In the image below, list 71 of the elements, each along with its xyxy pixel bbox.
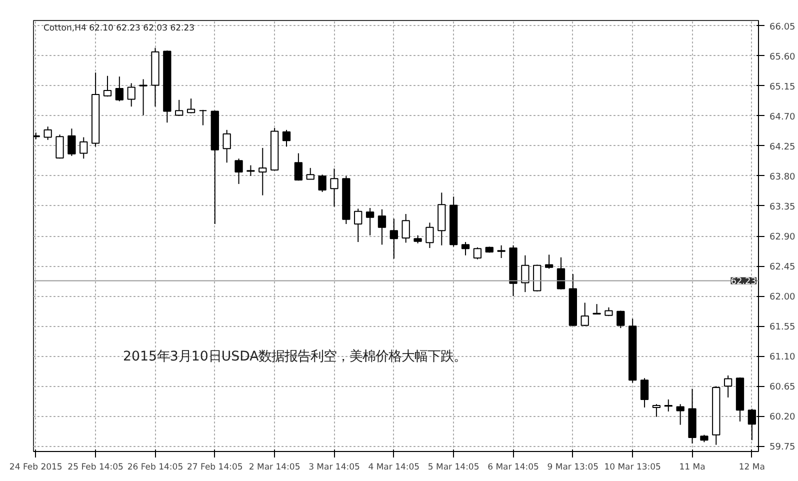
candlestick — [175, 99, 184, 116]
ref-line-label: 62.23 — [730, 277, 756, 288]
candlestick — [652, 404, 661, 418]
x-tick-label: 2 Mar 14:05 — [248, 462, 300, 472]
y-tick-label: 62.90 — [770, 232, 796, 242]
x-tick-label: 9 Mar 13:05 — [547, 462, 599, 472]
candlestick — [390, 218, 398, 260]
y-tick-label: 64.25 — [770, 142, 796, 152]
candlestick — [461, 242, 470, 256]
candlestick — [80, 136, 88, 160]
candlestick — [556, 256, 566, 290]
candlestick — [544, 254, 554, 270]
y-tick-label: 62.00 — [770, 292, 796, 303]
candlestick — [103, 75, 112, 98]
candlestick — [282, 129, 291, 148]
candlestick — [724, 374, 732, 398]
x-tick-label: 5 Mar 14:05 — [428, 462, 480, 472]
candlestick — [234, 158, 243, 184]
candlestick — [426, 222, 434, 249]
candlestick — [497, 244, 506, 259]
candlestick — [366, 207, 374, 236]
annotation: 2015年3月10日USDA数据报告利空，美棉价格大幅下跌。 — [123, 348, 467, 364]
y-tick-label: 61.10 — [770, 352, 796, 363]
y-tick-label: 61.55 — [770, 322, 796, 333]
x-tick-label: 25 Feb 14:05 — [68, 462, 124, 472]
y-tick-label: 65.60 — [770, 52, 796, 62]
candlestick — [378, 208, 386, 246]
x-tick-label: 12 Ma — [738, 462, 765, 472]
candlestick — [354, 208, 362, 243]
candlestick — [44, 126, 52, 140]
candlestick — [139, 78, 148, 116]
candlestick — [115, 76, 124, 102]
candlestick — [664, 398, 672, 412]
y-tick-label: 60.65 — [770, 382, 796, 393]
y-tick-label: 64.70 — [770, 112, 796, 122]
candlestick — [222, 129, 231, 164]
candlestick — [640, 378, 649, 408]
candlestick — [521, 254, 530, 293]
candlestick — [258, 147, 267, 196]
candlestick — [306, 167, 314, 180]
x-tick-label: 24 Feb 2015 — [9, 462, 62, 472]
x-tick-label: 6 Mar 14:05 — [488, 462, 539, 472]
candlestick — [246, 164, 255, 176]
candlestick — [580, 302, 589, 327]
x-tick-label: 10 Mar 13:05 — [604, 462, 661, 472]
candlestick — [318, 174, 326, 192]
candlestick — [592, 304, 601, 315]
x-tick-label: 4 Mar 14:05 — [368, 462, 420, 472]
candlestick — [127, 82, 136, 108]
x-tick-label: 27 Feb 14:05 — [187, 462, 243, 472]
candlestick — [616, 310, 625, 329]
y-tick-label: 63.35 — [770, 202, 796, 212]
x-tick-label: 11 Ma — [679, 462, 706, 472]
y-tick-label: 62.45 — [770, 262, 796, 273]
candlestick — [473, 246, 482, 260]
text: Cotton,H4 62.10 62.23 62.03 62.23 — [44, 24, 195, 34]
y-tick-label: 66.05 — [770, 22, 796, 32]
candlestick — [676, 404, 684, 426]
candlestick — [330, 168, 338, 208]
y-tick-label: 59.75 — [770, 442, 796, 453]
y-tick-label: 65.15 — [770, 82, 796, 92]
candlestick — [294, 152, 303, 182]
candlestick — [56, 134, 64, 160]
candlestick — [68, 128, 76, 156]
x-tick-label: 26 Feb 14:05 — [127, 462, 184, 472]
candlestick — [186, 98, 196, 114]
x-tick-label: 3 Mar 14:05 — [308, 462, 360, 472]
candlestick — [402, 213, 410, 244]
y-tick-label: 60.20 — [770, 412, 796, 423]
candlestick — [198, 109, 208, 126]
y-tick-label: 63.80 — [770, 172, 796, 182]
